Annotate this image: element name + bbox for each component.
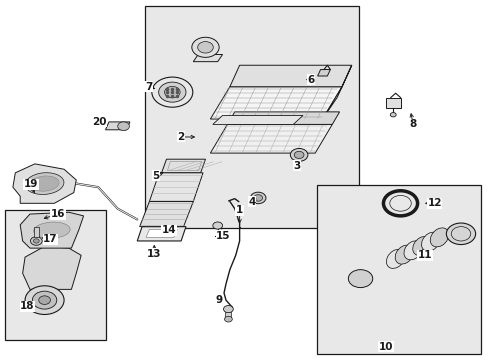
Circle shape <box>191 37 219 57</box>
Polygon shape <box>22 246 81 289</box>
Ellipse shape <box>34 222 70 238</box>
Ellipse shape <box>429 228 448 247</box>
Circle shape <box>32 291 57 309</box>
Polygon shape <box>210 87 341 119</box>
Circle shape <box>290 148 307 161</box>
Ellipse shape <box>394 245 413 264</box>
Polygon shape <box>210 125 331 153</box>
Circle shape <box>389 113 395 117</box>
Text: 4: 4 <box>247 197 255 207</box>
Polygon shape <box>161 159 205 173</box>
FancyBboxPatch shape <box>225 312 231 317</box>
Circle shape <box>250 192 265 204</box>
FancyBboxPatch shape <box>144 6 358 228</box>
Circle shape <box>223 306 233 313</box>
Text: 11: 11 <box>417 250 431 260</box>
Circle shape <box>152 77 192 107</box>
Circle shape <box>294 151 304 158</box>
Polygon shape <box>212 116 303 125</box>
Polygon shape <box>227 112 339 125</box>
Text: 1: 1 <box>236 206 243 216</box>
Polygon shape <box>229 65 351 87</box>
Polygon shape <box>105 122 130 130</box>
Text: 16: 16 <box>50 209 65 219</box>
Ellipse shape <box>421 232 439 251</box>
Text: 2: 2 <box>177 132 184 142</box>
Text: 7: 7 <box>144 82 152 92</box>
Text: 20: 20 <box>92 117 106 127</box>
Text: 14: 14 <box>161 225 176 235</box>
Text: 5: 5 <box>152 171 159 181</box>
Circle shape <box>118 122 129 131</box>
Circle shape <box>224 316 232 322</box>
Circle shape <box>33 239 39 243</box>
Polygon shape <box>317 69 330 76</box>
Circle shape <box>446 223 475 244</box>
Text: 3: 3 <box>292 161 300 171</box>
Polygon shape <box>149 173 203 202</box>
Circle shape <box>197 41 213 53</box>
Polygon shape <box>20 212 83 248</box>
Text: 15: 15 <box>216 231 230 240</box>
Circle shape <box>25 286 64 315</box>
Circle shape <box>253 195 262 201</box>
Ellipse shape <box>403 241 422 260</box>
Text: 18: 18 <box>20 301 35 311</box>
Circle shape <box>39 296 50 305</box>
FancyBboxPatch shape <box>34 227 39 237</box>
Ellipse shape <box>25 173 64 194</box>
Circle shape <box>158 82 185 102</box>
Polygon shape <box>322 65 351 119</box>
Text: 19: 19 <box>24 179 38 189</box>
FancyBboxPatch shape <box>316 185 480 354</box>
FancyBboxPatch shape <box>4 211 105 339</box>
Text: 8: 8 <box>409 120 416 129</box>
Circle shape <box>212 222 222 229</box>
Polygon shape <box>13 164 76 203</box>
Polygon shape <box>146 229 177 237</box>
Polygon shape <box>193 54 222 62</box>
Ellipse shape <box>386 249 404 269</box>
Text: 6: 6 <box>307 75 314 85</box>
Text: 12: 12 <box>427 198 441 208</box>
Ellipse shape <box>412 237 430 256</box>
Ellipse shape <box>30 176 59 191</box>
Circle shape <box>30 237 42 245</box>
Circle shape <box>347 270 372 288</box>
Polygon shape <box>385 98 400 108</box>
Polygon shape <box>137 226 185 241</box>
Circle shape <box>164 86 180 98</box>
Text: 9: 9 <box>215 295 222 305</box>
Text: 10: 10 <box>378 342 392 352</box>
Polygon shape <box>140 202 193 226</box>
Text: 17: 17 <box>43 234 58 244</box>
Text: 13: 13 <box>147 248 161 258</box>
